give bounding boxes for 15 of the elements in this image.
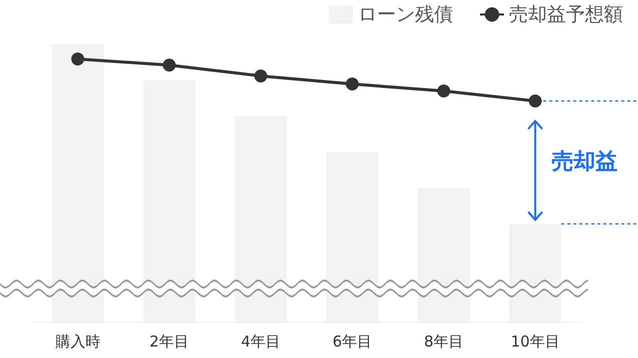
point [254,69,268,82]
x-tick-label: 8年目 [424,332,464,350]
point [71,52,84,66]
x-tick-label: 購入時 [55,332,100,350]
x-tick-label: 6年目 [332,332,372,350]
legend-label: ローン残債 [358,4,453,26]
point [437,84,450,98]
x-tick-label: 4年目 [240,332,281,350]
x-tick-label: 2年目 [149,332,190,350]
point [528,94,542,108]
point [346,78,359,91]
x-tick-label: 10年目 [510,332,560,350]
point [162,58,176,72]
annotation: 売却益 [551,149,618,174]
legend-label: 売却益予想額 [509,4,623,26]
